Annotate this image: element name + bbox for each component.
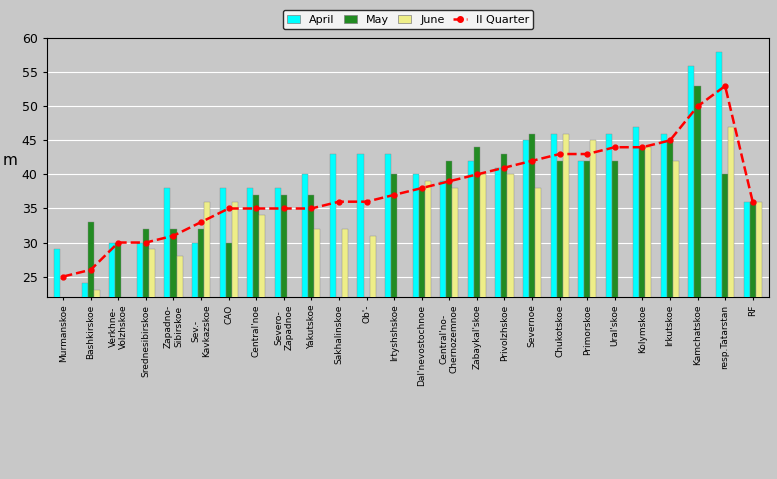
Bar (667, 140, 673, 447)
Bar (225, 242, 232, 447)
Bar (247, 188, 253, 447)
Bar (385, 154, 391, 447)
Bar (170, 229, 176, 447)
Bar (330, 154, 336, 447)
Bar (673, 161, 679, 447)
Bar (750, 202, 756, 447)
Bar (584, 161, 591, 447)
Bar (165, 188, 170, 447)
Bar (220, 188, 225, 447)
Bar (419, 188, 425, 447)
Bar (468, 161, 474, 447)
Bar (744, 202, 750, 447)
Bar (302, 174, 308, 447)
Bar (646, 147, 651, 447)
Bar (535, 188, 541, 447)
Bar (115, 242, 121, 447)
Bar (253, 195, 260, 447)
Bar (94, 290, 100, 447)
Bar (149, 250, 155, 447)
Bar (441, 181, 446, 447)
Bar (591, 140, 596, 447)
Bar (198, 229, 204, 447)
Bar (695, 86, 701, 447)
Bar (176, 256, 183, 447)
Legend: April, May, June, II Quarter: April, May, June, II Quarter (283, 10, 533, 29)
Bar (357, 154, 364, 447)
Bar (275, 188, 280, 447)
Bar (756, 202, 761, 447)
Bar (563, 134, 569, 447)
Bar (425, 181, 430, 447)
Bar (143, 229, 149, 447)
Bar (722, 174, 728, 447)
Bar (507, 174, 514, 447)
Bar (639, 147, 646, 447)
Bar (660, 134, 667, 447)
Bar (82, 284, 88, 447)
Bar (452, 188, 458, 447)
Bar (474, 147, 480, 447)
Bar (633, 127, 639, 447)
Bar (611, 161, 618, 447)
Bar (192, 242, 198, 447)
Bar (523, 140, 529, 447)
Bar (110, 242, 115, 447)
Bar (204, 202, 210, 447)
Bar (391, 174, 397, 447)
Bar (446, 161, 452, 447)
Bar (137, 242, 143, 447)
Bar (413, 174, 419, 447)
Bar (308, 195, 315, 447)
Bar (496, 168, 501, 447)
Bar (529, 134, 535, 447)
Bar (232, 202, 238, 447)
Bar (728, 127, 734, 447)
Bar (688, 66, 695, 447)
Bar (342, 229, 348, 447)
Bar (315, 229, 320, 447)
Bar (54, 250, 60, 447)
Bar (280, 195, 287, 447)
Bar (501, 154, 507, 447)
Bar (578, 161, 584, 447)
Bar (716, 52, 722, 447)
Bar (480, 174, 486, 447)
Bar (88, 222, 94, 447)
Bar (556, 161, 563, 447)
Bar (551, 134, 556, 447)
Bar (260, 215, 265, 447)
Bar (370, 236, 375, 447)
Y-axis label: m: m (3, 153, 18, 168)
Bar (606, 134, 611, 447)
